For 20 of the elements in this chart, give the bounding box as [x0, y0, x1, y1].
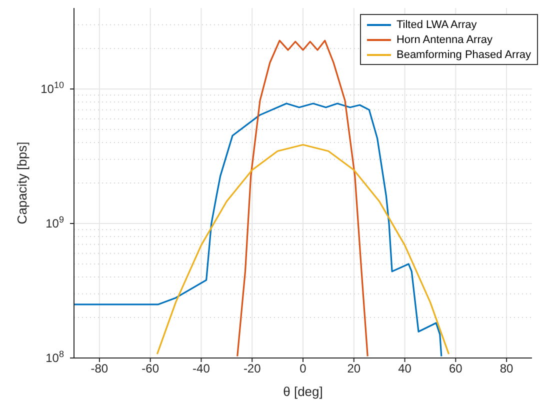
- x-tick-label: 40: [398, 362, 412, 376]
- y-axis-title: Capacity [bps]: [14, 142, 30, 224]
- x-tick-label: 80: [500, 362, 514, 376]
- x-tick-label: -40: [192, 362, 210, 376]
- line-series: [236, 40, 368, 358]
- line-series: [156, 144, 450, 355]
- x-tick-label: 20: [347, 362, 361, 376]
- x-tick-label: -80: [90, 362, 108, 376]
- legend-label: Tilted LWA Array: [396, 18, 477, 30]
- legend-label: Beamforming Phased Array: [396, 48, 531, 60]
- x-tick-label: -20: [243, 362, 262, 376]
- legend-label: Horn Antenna Array: [396, 34, 492, 46]
- y-tick-label: 10$^{10}$: [40, 80, 64, 96]
- x-tick-label: 60: [448, 362, 463, 376]
- y-tick-label: 10$^{8}$: [46, 349, 64, 365]
- x-tick-label: -60: [142, 362, 160, 376]
- y-tick-label: 10$^{9}$: [46, 214, 64, 230]
- x-tick-label: 0: [300, 362, 307, 376]
- line-series: [74, 102, 442, 358]
- x-axis-title: θ [deg]: [283, 384, 323, 399]
